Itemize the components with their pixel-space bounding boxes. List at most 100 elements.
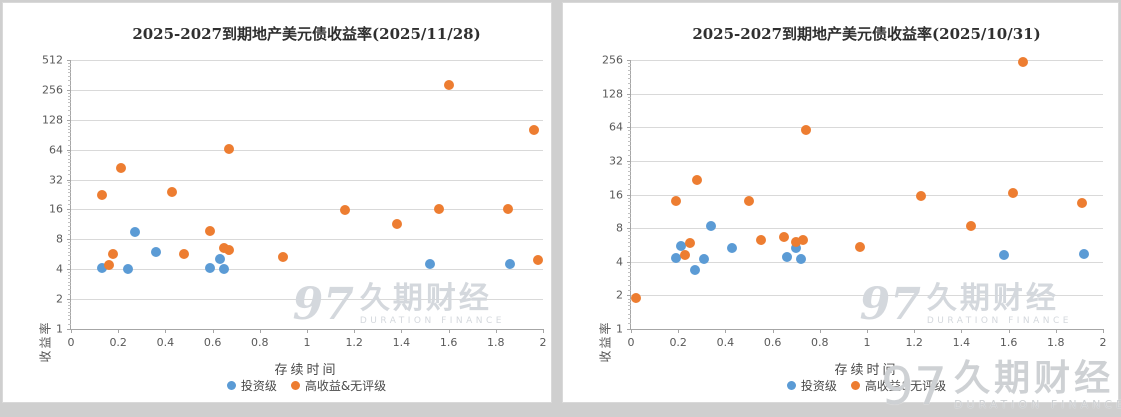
data-point-investment-grade	[1079, 248, 1090, 259]
gridline-y-64	[71, 149, 543, 151]
data-point-high-yield-unrated	[798, 234, 809, 245]
y-axis-minor-tick	[68, 65, 71, 67]
y-axis-minor-tick	[68, 92, 71, 94]
y-axis-minor-tick	[628, 313, 631, 315]
y-axis-minor-tick	[628, 309, 631, 311]
y-axis-minor-tick	[68, 251, 71, 253]
y-axis-tick	[627, 228, 631, 230]
y-axis-minor-tick	[628, 234, 631, 236]
y-axis-minor-tick	[628, 145, 631, 147]
x-tick-label: 0.4	[156, 336, 175, 349]
x-tick-label: 0.8	[251, 336, 269, 349]
legend: 投资级 高收益&无评级	[70, 377, 543, 394]
y-axis-minor-tick	[628, 323, 631, 325]
y-axis-tick	[67, 60, 71, 61]
y-axis-minor-tick	[68, 215, 71, 217]
legend-label-high-yield: 高收益&无评级	[304, 379, 387, 393]
y-axis-tick	[67, 239, 71, 241]
y-axis-minor-tick	[628, 137, 631, 139]
y-axis-title-wrap: 收益率	[577, 138, 613, 363]
legend-marker-investment-grade	[786, 381, 796, 390]
data-point-high-yield-unrated	[434, 204, 445, 215]
y-axis-minor-tick	[628, 150, 631, 152]
data-point-high-yield-unrated	[916, 191, 927, 202]
y-axis-minor-tick	[628, 246, 631, 248]
data-point-investment-grade	[689, 264, 700, 275]
y-axis-minor-tick	[68, 106, 71, 108]
data-point-high-yield-unrated	[791, 237, 802, 248]
x-axis-tick	[259, 329, 261, 333]
x-tick-label: 0.2	[669, 336, 687, 349]
y-axis-minor-tick	[68, 165, 71, 167]
y-axis-minor-tick	[68, 274, 71, 276]
legend-label-high-yield: 高收益&无评级	[864, 379, 947, 393]
y-axis-minor-tick	[68, 285, 71, 287]
y-tick-label: 8	[56, 232, 63, 246]
data-point-high-yield-unrated	[685, 237, 695, 248]
y-axis-minor-tick	[68, 162, 71, 164]
data-point-high-yield-unrated	[630, 292, 641, 303]
y-axis-minor-tick	[68, 199, 71, 201]
data-point-high-yield-unrated	[854, 242, 865, 253]
y-axis-minor-tick	[628, 289, 631, 291]
y-axis-minor-tick	[628, 111, 631, 113]
y-axis-minor-tick	[68, 95, 71, 97]
x-tick-label: 0.4	[716, 336, 735, 349]
y-axis-minor-tick	[68, 114, 71, 116]
y-axis-minor-tick	[68, 62, 71, 64]
legend-item-investment-grade: 投资级	[226, 377, 277, 394]
y-axis-minor-tick	[628, 242, 631, 244]
gridline-y-32	[631, 160, 1103, 162]
y-axis-minor-tick	[68, 234, 71, 236]
y-axis-minor-tick	[628, 264, 631, 266]
y-axis-minor-tick	[68, 140, 71, 142]
data-point-high-yield-unrated	[167, 186, 178, 197]
data-point-investment-grade	[129, 226, 140, 237]
gridline-y-512	[71, 60, 543, 61]
y-axis-minor-tick	[68, 169, 71, 171]
y-axis-minor-tick	[628, 82, 631, 84]
data-point-high-yield-unrated	[1017, 56, 1028, 67]
y-axis-minor-tick	[628, 231, 631, 233]
y-axis-minor-tick	[68, 229, 71, 231]
data-point-high-yield-unrated	[680, 249, 691, 260]
legend-marker-high-yield	[290, 381, 300, 390]
y-axis-tick	[67, 179, 71, 181]
x-axis-tick	[1055, 329, 1057, 333]
y-axis-minor-tick	[68, 218, 71, 220]
y-tick-label: 64	[609, 120, 623, 134]
gridline-y-2	[71, 299, 543, 301]
y-axis-title: 收益率	[38, 320, 53, 363]
y-axis-minor-tick	[68, 315, 71, 317]
x-axis-tick	[307, 329, 308, 333]
y-axis-minor-tick	[628, 100, 631, 102]
y-tick-label: 16	[49, 202, 63, 216]
data-point-investment-grade	[150, 246, 161, 257]
data-point-high-yield-unrated	[670, 195, 681, 206]
chart-card-2025-10-31: 2025-2027到期地产美元债收益率(2025/10/31) 收益率 1 2 4 8…	[562, 2, 1119, 403]
y-axis-minor-tick	[628, 298, 631, 300]
chart-title: 2025-2027到期地产美元债收益率(2025/10/31)	[692, 25, 1041, 43]
y-tick-label: 256	[602, 53, 623, 67]
data-point-high-yield-unrated	[278, 252, 289, 263]
x-axis-tick	[961, 329, 963, 333]
legend-label-investment-grade: 投资级	[800, 379, 837, 393]
y-axis-minor-tick	[68, 158, 71, 160]
y-axis-tick	[627, 60, 631, 61]
y-tick-label: 128	[602, 87, 623, 101]
x-tick-label: 0	[627, 336, 635, 349]
data-point-high-yield-unrated	[1008, 188, 1019, 198]
y-tick-label: 16	[609, 188, 623, 201]
y-axis-minor-tick	[68, 132, 71, 134]
x-axis-tick	[678, 329, 680, 333]
y-axis-title: 收益率	[598, 320, 613, 363]
x-tick-label: 2	[1099, 336, 1107, 349]
x-axis-tick	[772, 329, 774, 333]
y-axis-minor-tick	[68, 319, 71, 321]
y-axis-minor-tick	[628, 107, 631, 109]
y-axis-minor-tick	[68, 259, 71, 261]
gridline-y-16	[71, 209, 543, 211]
y-axis-minor-tick	[68, 301, 71, 303]
data-point-high-yield-unrated	[179, 248, 190, 259]
